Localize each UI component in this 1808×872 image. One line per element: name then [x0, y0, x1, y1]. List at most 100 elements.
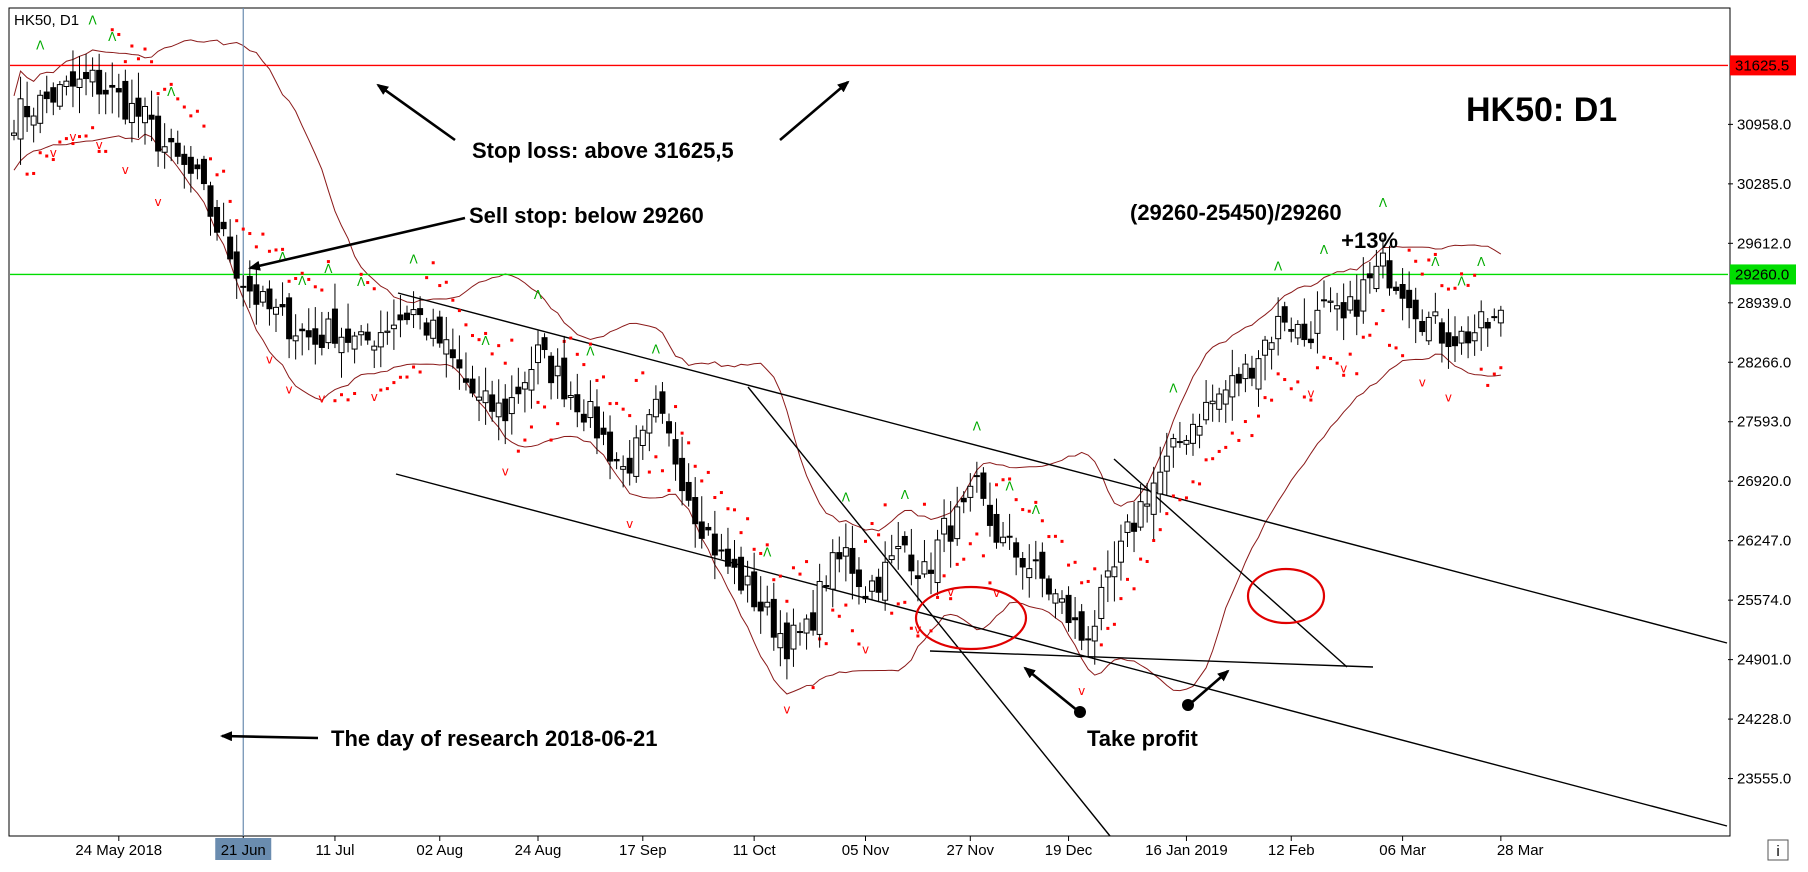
sar-dot — [968, 542, 972, 546]
sar-dot — [261, 232, 265, 236]
sar-dot — [615, 401, 619, 405]
candle-body — [246, 275, 253, 292]
sar-dot — [222, 169, 226, 173]
sar-dot — [785, 599, 789, 603]
sar-dot — [1283, 378, 1287, 382]
sar-dot — [254, 245, 258, 249]
sar-dot — [1132, 587, 1136, 591]
sar-dot — [1184, 496, 1188, 500]
sar-dot — [1466, 283, 1470, 287]
fractal-up: Λ — [409, 253, 418, 267]
sar-dot — [916, 634, 920, 638]
sar-dot — [765, 543, 769, 547]
sar-dot — [1139, 557, 1143, 561]
sar-dot — [1276, 372, 1280, 376]
candle-body — [934, 539, 941, 584]
sar-dot — [64, 137, 68, 141]
sar-dot — [1270, 398, 1274, 402]
sar-dot — [850, 629, 854, 633]
fractal-up: Λ — [652, 342, 661, 356]
ellipse-nov — [914, 585, 1028, 651]
candle-body — [1491, 316, 1498, 319]
candle-body — [273, 306, 279, 315]
candle-body — [803, 618, 810, 634]
sar-dot — [1407, 248, 1411, 252]
sar-dot — [543, 405, 547, 409]
sar-dot — [1034, 500, 1038, 504]
sar-dot — [1420, 272, 1424, 276]
candle-body — [1373, 265, 1380, 290]
fractal-down: v — [50, 146, 57, 160]
sar-dot — [759, 551, 763, 555]
candle-body — [240, 285, 247, 288]
fractal-down: v — [371, 390, 378, 404]
sar-dot — [975, 532, 979, 536]
sar-dot — [1040, 519, 1044, 523]
sar-dot — [1427, 258, 1431, 262]
candle-body — [1085, 638, 1092, 641]
x-tick-label: 28 Mar — [1497, 842, 1544, 859]
candle-body — [1242, 363, 1249, 380]
sar-dot — [903, 600, 907, 604]
fractal-down: v — [947, 585, 954, 599]
sar-dot — [202, 124, 206, 128]
candle-body — [1006, 535, 1013, 538]
sar-dot — [955, 562, 959, 566]
candle-body — [456, 359, 463, 369]
fractal-down: v — [626, 517, 633, 531]
candle-body — [410, 309, 417, 316]
candle-body — [797, 631, 803, 634]
sar-dot — [778, 574, 782, 578]
sar-dot — [346, 398, 350, 402]
sar-dot — [1086, 579, 1090, 583]
candle-body — [1131, 522, 1138, 532]
sar-dot — [1112, 622, 1116, 626]
sell-stop-label: Sell stop: below 29260 — [469, 203, 704, 228]
sar-dot — [484, 331, 488, 335]
fractal-down: v — [286, 383, 293, 397]
ellipse-dec — [1246, 567, 1326, 625]
candle-body — [875, 576, 882, 593]
candle-body — [528, 369, 535, 391]
sar-dot — [1250, 434, 1254, 438]
arrow-take-profit-left — [1023, 666, 1079, 713]
candle-body — [1190, 423, 1196, 444]
sar-dot — [1499, 366, 1503, 370]
candle-body — [443, 339, 450, 355]
sar-dot — [516, 449, 520, 453]
candle-body — [744, 575, 751, 586]
sar-dot — [1106, 626, 1110, 630]
candle-body — [973, 475, 980, 478]
fractal-up: Λ — [108, 30, 117, 44]
sar-dot — [647, 470, 651, 474]
candle-body — [227, 236, 234, 260]
candle-body — [417, 308, 424, 316]
candle-body — [1000, 536, 1007, 544]
info-icon[interactable]: i — [1767, 839, 1789, 861]
channel-lines — [395, 292, 1728, 837]
sar-dot — [1093, 567, 1097, 571]
candle-body — [1196, 425, 1203, 436]
candle-body — [96, 69, 103, 95]
fractal-down: v — [69, 130, 76, 144]
candle-body — [941, 517, 948, 535]
svg-text:i: i — [1776, 843, 1779, 860]
candle-body — [895, 545, 902, 550]
candle-body — [50, 87, 57, 103]
sar-dot — [444, 280, 448, 284]
candle-body — [220, 221, 227, 230]
candle-body — [1465, 331, 1472, 344]
sar-dot — [654, 455, 658, 459]
sar-dot — [1224, 445, 1228, 449]
candle-body — [1275, 315, 1282, 340]
candle-body — [1163, 455, 1170, 472]
sar-dot — [477, 338, 481, 342]
sar-dot — [739, 531, 743, 535]
sar-dot — [78, 135, 81, 139]
fractal-up: Λ — [1005, 479, 1014, 493]
sar-dot — [1479, 367, 1483, 371]
sar-dot — [1355, 372, 1359, 376]
y-tick-label: 24228.0 — [1737, 711, 1791, 728]
candle-body — [115, 88, 122, 93]
sar-dot — [510, 338, 514, 342]
